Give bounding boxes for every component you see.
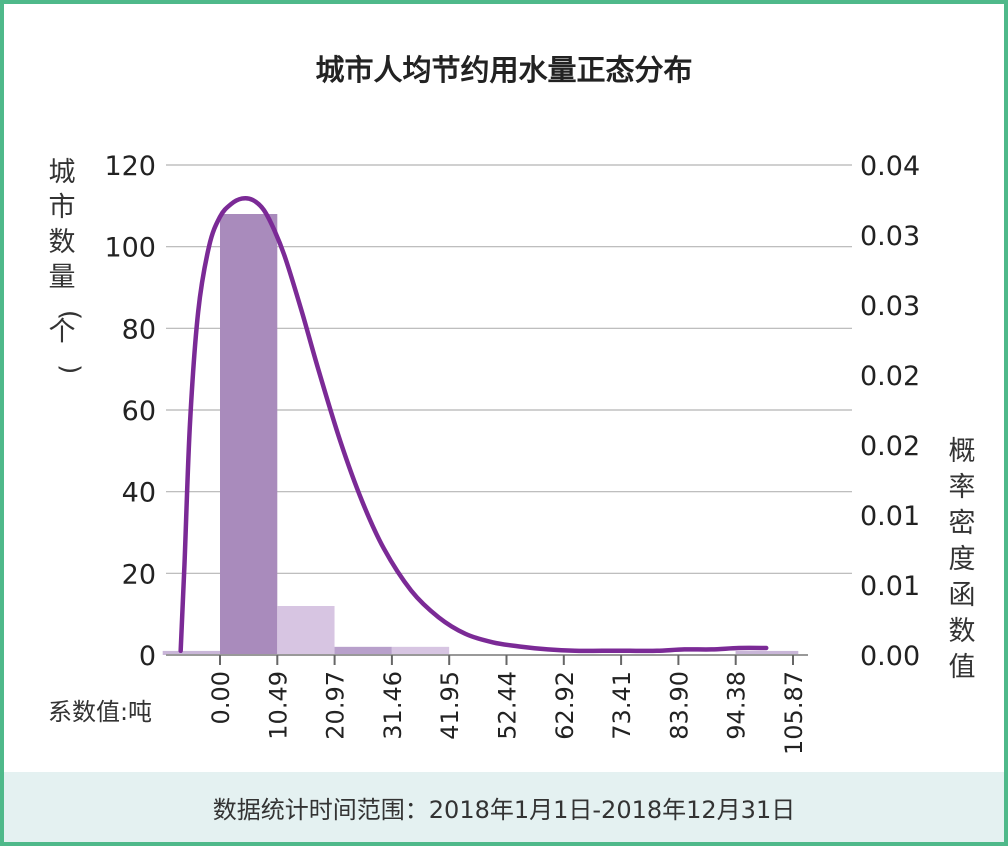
x-tick-label: 0.00	[207, 671, 235, 724]
x-tick-label: 94.38	[723, 671, 751, 740]
x-tick-label: 20.97	[322, 671, 350, 740]
svg-text:值: 值	[949, 652, 976, 683]
y-right-tick-label: 0.03	[860, 221, 920, 252]
svg-text:个: 个	[49, 316, 76, 347]
y-right-tick-label: 0.04	[860, 151, 920, 182]
svg-text:城: 城	[49, 157, 76, 188]
y-left-tick-label: 80	[122, 314, 156, 345]
svg-text:函: 函	[949, 580, 976, 611]
histogram-bar	[735, 650, 799, 655]
y-left-tick-label: 100	[104, 233, 156, 264]
svg-text:率: 率	[949, 472, 976, 503]
svg-text:密: 密	[949, 508, 976, 539]
y-right-tick-label: 0.03	[860, 291, 920, 322]
svg-text:市: 市	[49, 192, 76, 223]
x-tick-label: 31.46	[379, 671, 407, 740]
histogram-bar	[391, 646, 450, 655]
footer-text: 数据统计时间范围：2018年1月1日-2018年12月31日	[212, 795, 796, 824]
y-left-tick-label: 20	[122, 559, 156, 590]
x-tick-label: 10.49	[264, 671, 292, 740]
footer-banner: 数据统计时间范围：2018年1月1日-2018年12月31日	[4, 772, 1004, 842]
y-right-tick-label: 0.01	[860, 501, 920, 532]
svg-text:量: 量	[49, 262, 76, 293]
svg-text:(: (	[55, 310, 85, 320]
histogram-bar	[334, 646, 392, 655]
y-right-tick-label: 0.01	[860, 571, 920, 602]
x-tick-label: 105.87	[780, 671, 808, 755]
y-right-tick-label: 0.00	[860, 641, 920, 672]
histogram-bar	[277, 606, 335, 655]
y-left-tick-label: 40	[122, 478, 156, 509]
x-tick-label: 83.90	[665, 671, 693, 740]
x-tick-label: 62.92	[551, 671, 579, 740]
y-right-tick-label: 0.02	[860, 431, 920, 462]
density-curve	[178, 195, 769, 654]
svg-text:度: 度	[949, 544, 976, 575]
y-left-tick-label: 120	[104, 151, 156, 182]
x-axis-label: 系数值:吨	[48, 698, 152, 726]
y-left-tick-label: 0	[139, 641, 156, 672]
y-left-tick-label: 60	[122, 396, 156, 427]
y-right-tick-label: 0.02	[860, 361, 920, 392]
svg-text:): )	[55, 364, 85, 374]
x-tick-label: 73.41	[608, 671, 636, 740]
svg-text:数: 数	[49, 227, 76, 258]
x-tick-label: 52.44	[494, 671, 522, 740]
histogram-bar	[220, 214, 278, 655]
histogram-bar	[162, 650, 220, 655]
chart-title: 城市人均节约用水量正态分布	[315, 53, 692, 87]
svg-text:数: 数	[949, 616, 976, 647]
x-tick-label: 41.95	[436, 671, 464, 740]
svg-text:概: 概	[949, 436, 976, 467]
